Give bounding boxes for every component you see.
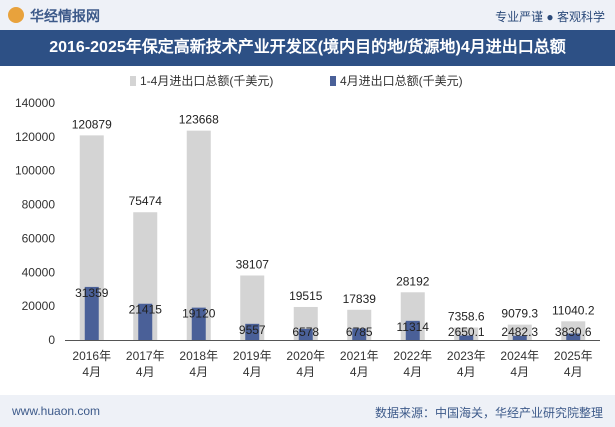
bar-april bbox=[84, 286, 99, 340]
x-tick-label-year: 2025年 bbox=[554, 349, 593, 363]
y-tick-label: 20000 bbox=[22, 299, 56, 313]
data-label-april: 3830.6 bbox=[555, 325, 592, 339]
bar-april bbox=[459, 335, 474, 340]
x-tick-label-year: 2016年 bbox=[72, 349, 111, 363]
bar-chart: 1-4月进出口总额(千美元) 4月进出口总额(千美元) 0 20000 40000 600… bbox=[15, 74, 600, 379]
x-tick-label-month: 4月 bbox=[243, 365, 262, 379]
y-tick-label: 120000 bbox=[15, 130, 55, 144]
data-label-total: 19515 bbox=[289, 289, 323, 303]
data-label-total: 28192 bbox=[396, 274, 430, 288]
y-tick-label: 140000 bbox=[15, 96, 55, 110]
x-tick-label-year: 2019年 bbox=[233, 349, 272, 363]
data-label-total: 75474 bbox=[129, 194, 163, 208]
data-label-april: 19120 bbox=[182, 307, 216, 321]
data-source: 数据来源：中国海关，华经产业研究院整理 bbox=[374, 406, 603, 420]
bar-april bbox=[138, 303, 153, 340]
y-tick-label: 40000 bbox=[22, 265, 56, 279]
x-tick-label-month: 4月 bbox=[457, 365, 476, 379]
bar-total bbox=[186, 130, 211, 340]
x-tick-label-month: 4月 bbox=[136, 365, 155, 379]
x-tick-label-year: 2018年 bbox=[179, 349, 218, 363]
y-tick-label: 0 bbox=[48, 333, 55, 347]
huajing-logo-icon bbox=[8, 7, 24, 23]
data-label-total: 11040.2 bbox=[552, 303, 595, 317]
legend-swatch-2 bbox=[330, 76, 336, 86]
data-label-total: 123668 bbox=[179, 113, 219, 127]
x-tick-label-year: 2020年 bbox=[286, 349, 325, 363]
x-tick-label-month: 4月 bbox=[564, 365, 583, 379]
x-tick-label-month: 4月 bbox=[350, 365, 369, 379]
data-label-april: 31359 bbox=[75, 286, 109, 300]
data-label-april: 2482.3 bbox=[501, 325, 538, 339]
data-label-april: 6578 bbox=[292, 325, 319, 339]
tagline: 专业严谨 ● 客观科学 bbox=[495, 10, 605, 24]
data-label-april: 6785 bbox=[346, 325, 373, 339]
bar-april bbox=[405, 320, 420, 340]
y-tick-label: 80000 bbox=[22, 198, 56, 212]
bottom-bar: www.huaon.com 数据来源：中国海关，华经产业研究院整理 bbox=[0, 395, 615, 427]
x-tick-label-month: 4月 bbox=[510, 365, 529, 379]
bar-april bbox=[298, 328, 313, 340]
data-label-april: 9557 bbox=[239, 323, 266, 337]
y-tick-label: 60000 bbox=[22, 231, 56, 245]
data-label-total: 9079.3 bbox=[501, 307, 538, 321]
bar-april bbox=[245, 323, 260, 340]
legend-swatch-1 bbox=[130, 76, 136, 86]
top-bar: 华经情报网 专业严谨 ● 客观科学 bbox=[0, 0, 615, 30]
data-label-april: 21415 bbox=[129, 303, 163, 317]
bar-april bbox=[512, 335, 527, 340]
x-tick-label-year: 2017年 bbox=[126, 349, 165, 363]
x-tick-label-month: 4月 bbox=[82, 365, 101, 379]
data-label-total: 38107 bbox=[236, 257, 270, 271]
data-label-april: 11314 bbox=[397, 320, 430, 334]
data-label-total: 7358.6 bbox=[448, 310, 485, 324]
x-tick-label-year: 2024年 bbox=[500, 349, 539, 363]
x-tick-label-year: 2023年 bbox=[447, 349, 486, 363]
data-label-april: 2650.1 bbox=[448, 325, 485, 339]
legend-label-1: 1-4月进出口总额(千美元) bbox=[140, 74, 273, 88]
bar-april bbox=[191, 307, 206, 340]
chart-title: 2016-2025年保定高新技术产业开发区(境内目的地/货源地)4月进出口总额 bbox=[0, 30, 615, 66]
x-tick-label-month: 4月 bbox=[296, 365, 315, 379]
data-label-total: 17839 bbox=[343, 292, 377, 306]
data-label-total: 120879 bbox=[72, 117, 112, 131]
x-tick-label-month: 4月 bbox=[403, 365, 422, 379]
x-tick-label-year: 2021年 bbox=[340, 349, 379, 363]
bar-april bbox=[352, 328, 367, 340]
x-tick-label-month: 4月 bbox=[189, 365, 208, 379]
x-tick-label-year: 2022年 bbox=[393, 349, 432, 363]
bar-april bbox=[566, 333, 581, 340]
brand-name: 华经情报网 bbox=[30, 8, 100, 24]
y-tick-label: 100000 bbox=[15, 164, 55, 178]
legend-label-2: 4月进出口总额(千美元) bbox=[340, 74, 463, 88]
website-link[interactable]: www.huaon.com bbox=[12, 404, 101, 418]
